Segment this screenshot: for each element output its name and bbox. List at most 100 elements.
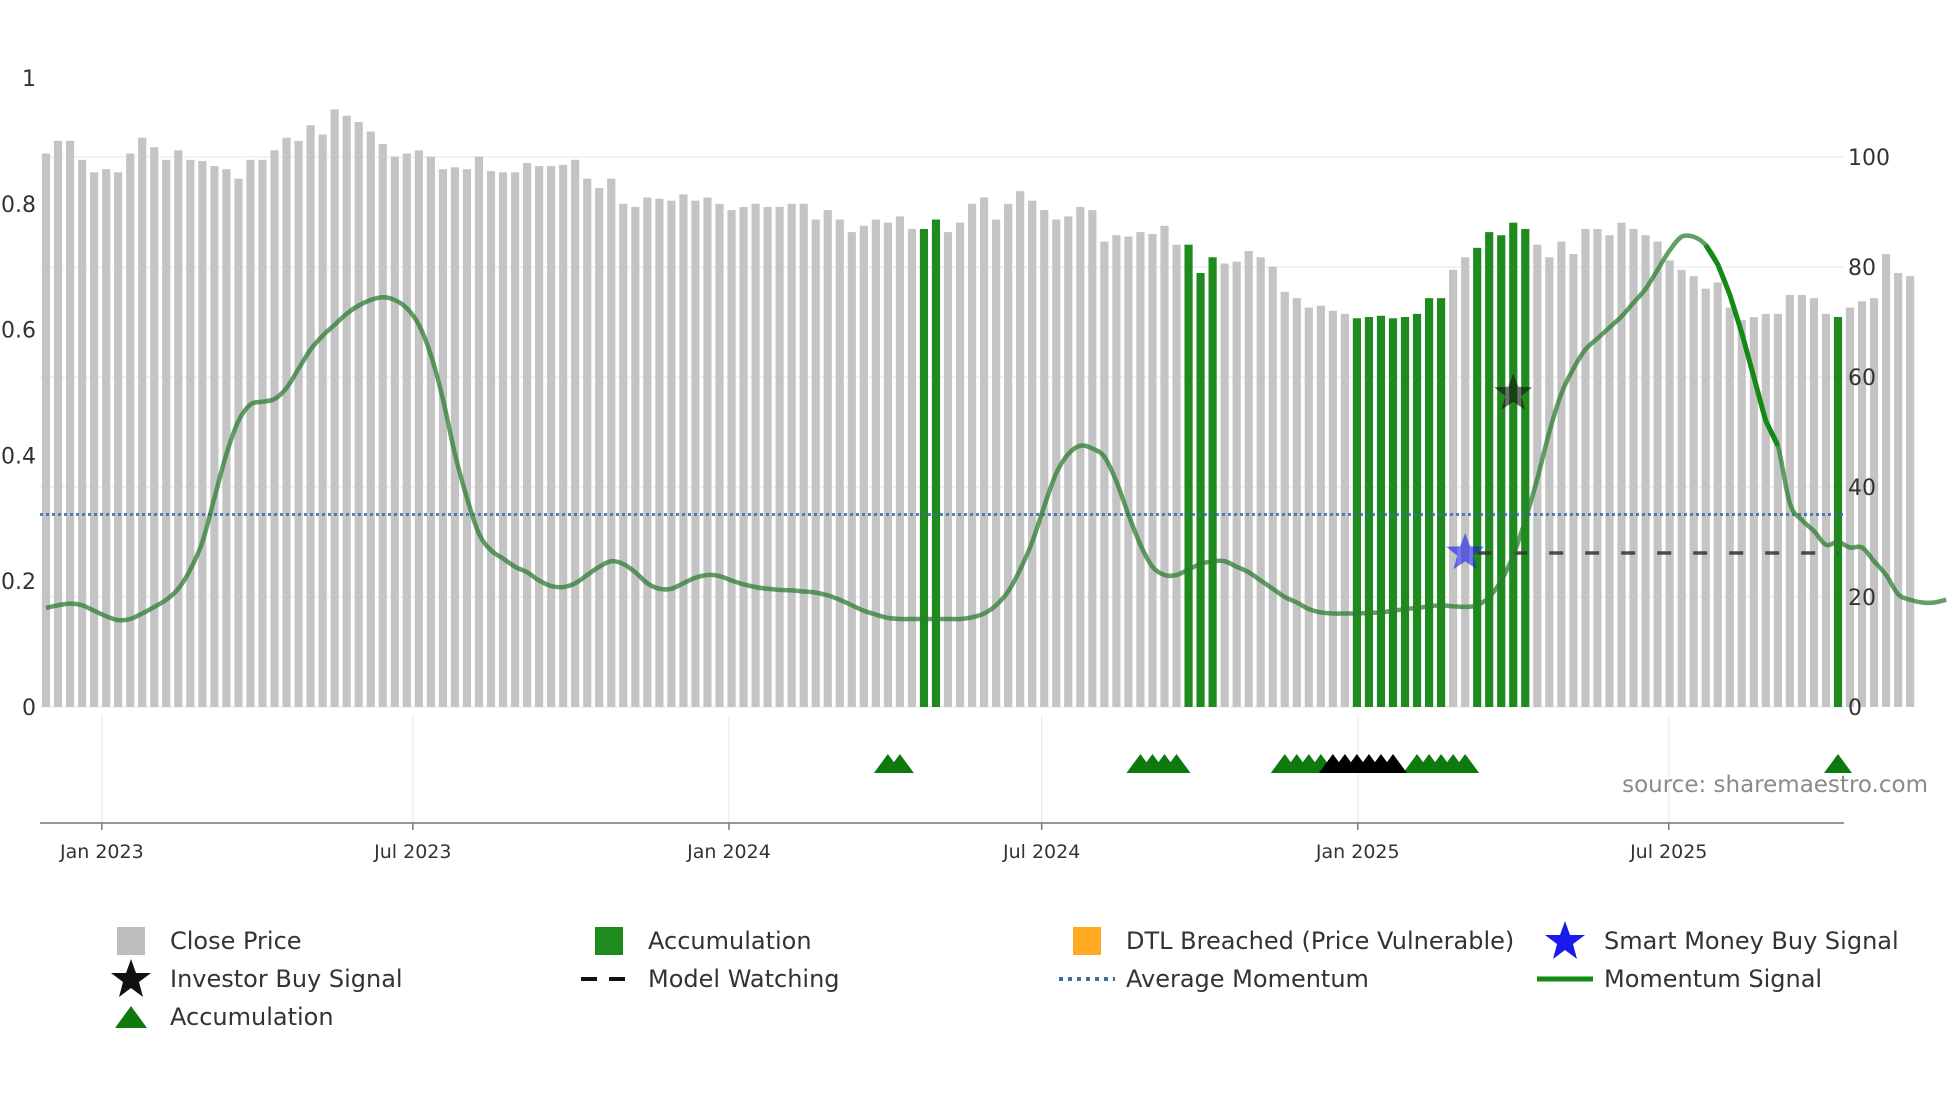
price-bar — [643, 197, 652, 707]
price-bar — [943, 232, 953, 708]
price-bar — [78, 159, 87, 707]
price-bar — [1677, 269, 1686, 707]
price-bar — [1665, 260, 1674, 707]
right-tick-label: 0 — [1848, 696, 1862, 721]
price-bar — [510, 172, 520, 708]
price-bar — [41, 153, 51, 708]
price-bar — [1328, 310, 1337, 707]
price-bar — [186, 159, 195, 707]
accumulation-bar — [1833, 317, 1843, 707]
price-bar — [1845, 307, 1855, 707]
price-bar — [1809, 298, 1819, 707]
y-axis-ticks: 0 0.2 0.4 0.6 0.8 1 0 20 40 60 80 100 — [1, 67, 1890, 721]
price-bar — [1749, 317, 1758, 707]
right-tick-label: 20 — [1848, 586, 1876, 611]
price-bar — [883, 222, 892, 708]
price-bar — [859, 225, 868, 707]
price-bar — [1100, 241, 1109, 708]
price-bar — [1461, 257, 1470, 707]
x-tick-label: Jan 2023 — [59, 841, 144, 863]
price-bar — [992, 219, 1001, 707]
price-bar — [354, 122, 363, 707]
gridlines — [40, 156, 1844, 823]
price-bar — [402, 153, 411, 708]
price-bar — [390, 156, 399, 707]
price-bar — [210, 166, 219, 707]
right-tick-label: 80 — [1848, 256, 1876, 281]
price-bar — [462, 169, 472, 707]
price-bar — [967, 203, 977, 708]
price-bar — [1725, 307, 1734, 707]
price-bar — [727, 210, 736, 707]
price-bar — [703, 197, 712, 707]
x-axis: Jan 2023 Jul 2023 Jan 2024 Jul 2024 Jan 2025… — [40, 822, 1844, 863]
investor-marker — [1379, 754, 1407, 773]
price-bar — [547, 166, 556, 707]
signals-layer — [1446, 373, 1533, 570]
marker-strip — [873, 754, 1852, 773]
price-bar — [571, 159, 580, 707]
price-bar — [1617, 222, 1626, 708]
price-bar — [1773, 313, 1782, 707]
price-bar — [1593, 228, 1602, 707]
price-bar — [1292, 298, 1301, 707]
price-bar — [90, 172, 99, 708]
price-bar — [1857, 301, 1867, 707]
price-bar — [1713, 282, 1722, 707]
accumulation-bar — [1208, 257, 1217, 707]
price-bar — [1316, 305, 1325, 707]
price-bar — [1761, 313, 1770, 707]
price-bar — [1737, 320, 1746, 707]
price-bar — [871, 219, 880, 707]
price-bar — [1136, 232, 1145, 708]
price-bar — [595, 188, 604, 707]
price-bar — [1160, 225, 1169, 707]
price-bar — [450, 167, 460, 707]
price-bar — [258, 159, 267, 707]
x-tick-label: Jan 2025 — [1315, 841, 1400, 863]
accumulation-bar — [1412, 313, 1422, 707]
left-tick-label: 0.4 — [1, 444, 36, 469]
accumulation-marker — [1823, 754, 1852, 773]
price-bar — [607, 178, 616, 707]
price-bar — [895, 216, 904, 707]
right-tick-label: 40 — [1848, 476, 1876, 501]
price-bar — [378, 144, 387, 708]
accumulation-bar — [919, 228, 929, 707]
accumulation-bar — [1400, 317, 1410, 707]
accumulation-bar — [1424, 298, 1434, 707]
price-bar — [1016, 191, 1025, 708]
accumulation-bar — [931, 219, 941, 707]
price-bar — [1340, 313, 1349, 707]
price-bar — [282, 137, 291, 707]
momentum-layer — [45, 233, 1947, 623]
price-bar — [53, 140, 63, 707]
price-bar — [847, 232, 856, 708]
price-bar — [1545, 257, 1554, 707]
accumulation-bar — [1196, 272, 1205, 707]
accumulation-bar — [1376, 315, 1386, 707]
price-bar — [474, 156, 484, 707]
accumulation-bar — [1521, 228, 1530, 707]
price-bar — [522, 162, 532, 708]
price-bar — [1689, 276, 1698, 707]
price-bar — [414, 150, 423, 707]
left-tick-label: 1 — [22, 67, 36, 92]
price-bar — [1172, 244, 1181, 707]
left-tick-label: 0.6 — [1, 319, 36, 344]
price-bar — [486, 171, 496, 708]
price-bar — [811, 219, 820, 707]
price-bar — [679, 194, 688, 708]
left-tick-label: 0.2 — [1, 570, 36, 595]
accumulation-marker — [1162, 754, 1191, 773]
accumulation-bar — [1497, 235, 1506, 707]
price-bar — [1088, 210, 1097, 707]
accumulation-bar — [1352, 318, 1362, 707]
price-bar — [1076, 206, 1085, 707]
accumulation-marker — [885, 754, 914, 773]
price-bar — [980, 197, 989, 707]
investor-buy-signal — [1494, 373, 1533, 410]
price-bar — [631, 206, 640, 707]
price-bar — [1304, 307, 1313, 707]
